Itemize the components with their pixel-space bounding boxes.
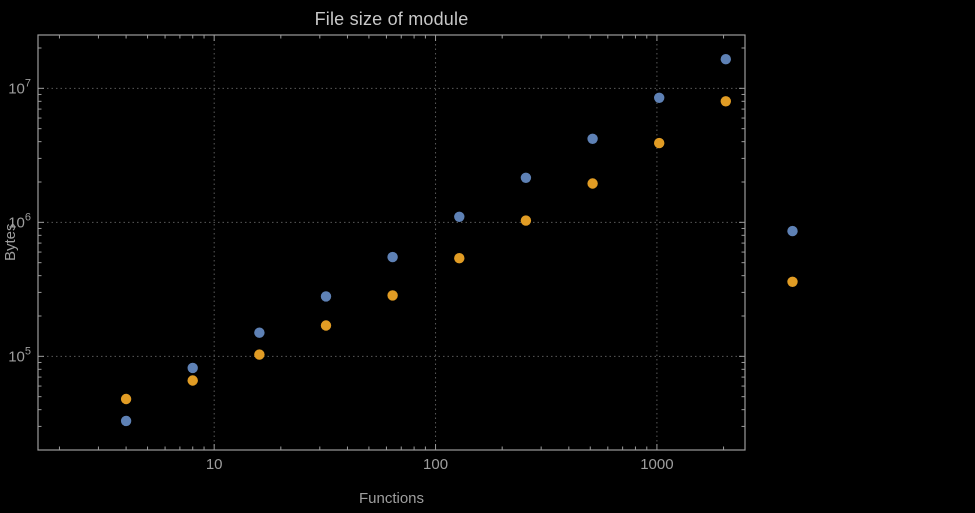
data-point-orange (520, 215, 532, 226)
data-point-blue (787, 225, 798, 237)
data-point-blue (454, 211, 465, 222)
data-point-blue (320, 291, 332, 302)
chart-title: File size of module (314, 9, 469, 29)
y-tick-label: 106 (8, 211, 31, 231)
data-point-orange (587, 178, 598, 189)
data-point-orange (787, 276, 798, 287)
data-point-orange (454, 253, 465, 264)
data-point-blue (520, 172, 532, 183)
data-point-orange (654, 137, 665, 149)
y-tick-label: 105 (8, 345, 31, 365)
data-point-blue (654, 92, 665, 104)
x-tick-label: 1000 (640, 456, 673, 473)
plot-frame (37, 34, 746, 451)
data-point-blue (720, 54, 731, 65)
data-point-orange (720, 96, 731, 107)
data-point-blue (187, 362, 198, 374)
x-tick-label: 100 (423, 456, 448, 473)
y-tick-label: 107 (8, 77, 31, 97)
data-point-blue (120, 415, 132, 427)
data-point-orange (254, 349, 265, 360)
data-point-orange (320, 320, 332, 331)
x-axis-label: Functions (358, 490, 425, 507)
data-point-orange (187, 375, 198, 386)
data-point-blue (387, 251, 398, 263)
data-point-blue (254, 327, 265, 338)
data-point-orange (387, 290, 398, 301)
data-point-blue (587, 133, 598, 144)
data-point-orange (120, 393, 132, 405)
x-tick-label: 10 (206, 456, 223, 473)
